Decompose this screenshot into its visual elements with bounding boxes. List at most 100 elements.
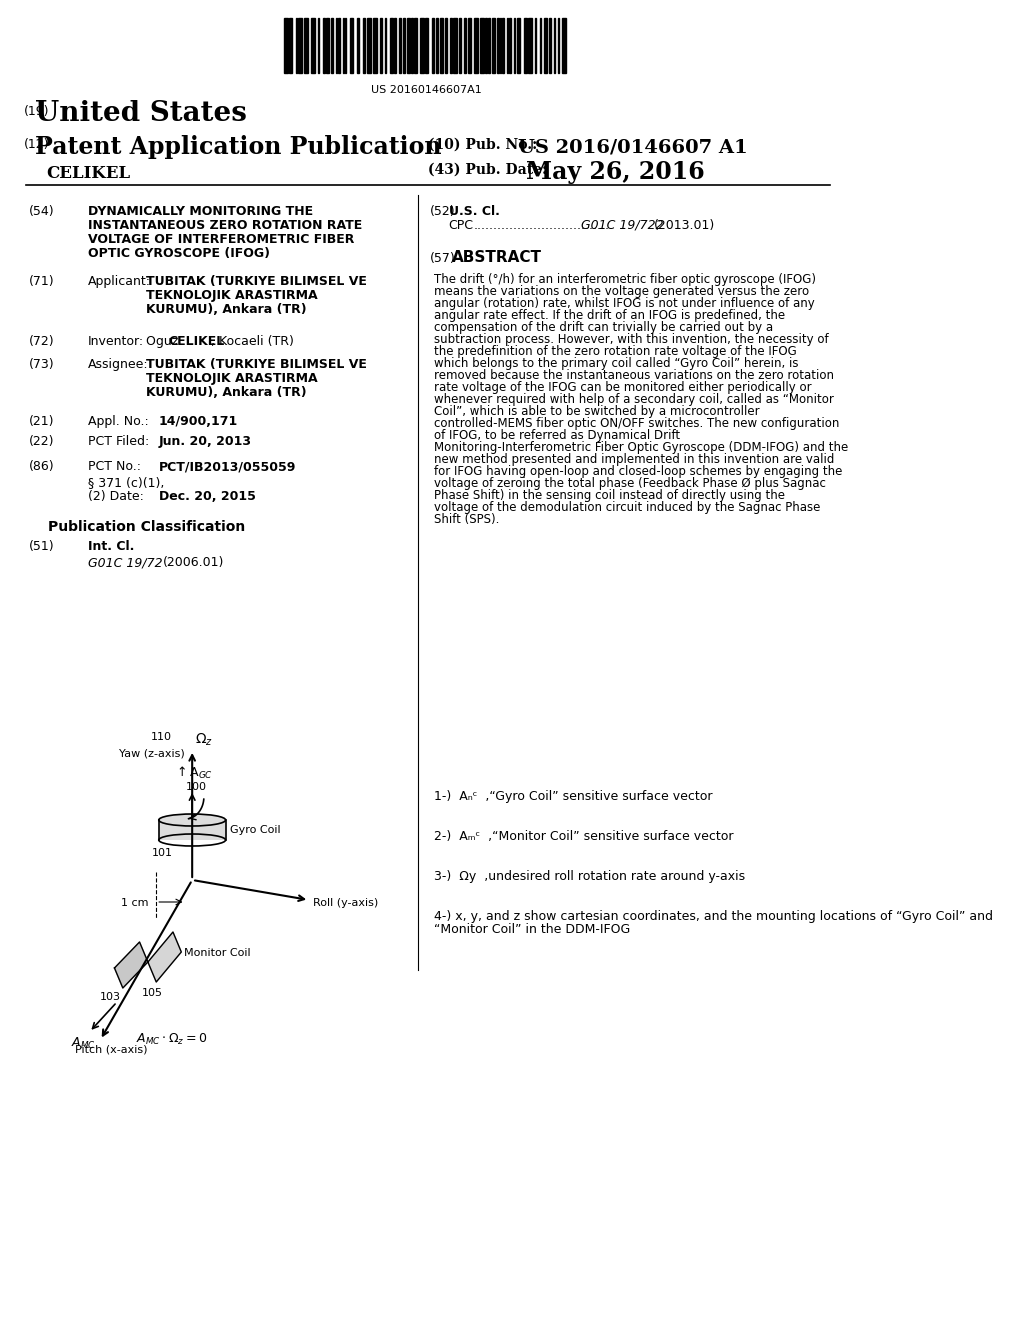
Text: CELIKEL: CELIKEL [168, 335, 224, 348]
Bar [425, 18, 428, 73]
Bar [374, 18, 377, 73]
Bar [468, 18, 471, 73]
Bar [464, 18, 466, 73]
Bar [318, 18, 319, 73]
Bar [454, 18, 457, 73]
Text: 101: 101 [153, 847, 173, 858]
Bar [554, 18, 555, 73]
Text: “Monitor Coil” in the DDM-IFOG: “Monitor Coil” in the DDM-IFOG [434, 923, 631, 936]
Text: (10) Pub. No.:: (10) Pub. No.: [428, 139, 537, 152]
Text: US 20160146607A1: US 20160146607A1 [371, 84, 481, 95]
Text: voltage of the demodulation circuit induced by the Sagnac Phase: voltage of the demodulation circuit indu… [434, 502, 821, 513]
Polygon shape [147, 932, 181, 982]
Text: removed because the instantaneous variations on the zero rotation: removed because the instantaneous variat… [434, 370, 835, 381]
Bar [474, 18, 478, 73]
Text: 2-)  Aₘᶜ  ,“Monitor Coil” sensitive surface vector: 2-) Aₘᶜ ,“Monitor Coil” sensitive surfac… [434, 830, 734, 843]
Text: (72): (72) [30, 335, 55, 348]
Text: (12): (12) [24, 139, 49, 150]
Bar [385, 18, 386, 73]
Text: (52): (52) [430, 205, 456, 218]
Text: $A_{MC}$: $A_{MC}$ [71, 1036, 96, 1051]
Text: United States: United States [35, 100, 247, 127]
Text: Monitor Coil: Monitor Coil [184, 948, 251, 958]
Text: Jun. 20, 2013: Jun. 20, 2013 [159, 436, 252, 447]
Text: (2006.01): (2006.01) [163, 556, 224, 569]
Bar [500, 18, 502, 73]
Text: whenever required with help of a secondary coil, called as “Monitor: whenever required with help of a seconda… [434, 393, 835, 407]
Bar [289, 18, 292, 73]
Text: PCT Filed:: PCT Filed: [88, 436, 148, 447]
Bar [402, 18, 406, 73]
Bar [420, 18, 424, 73]
Text: TEKNOLOJIK ARASTIRMA: TEKNOLOJIK ARASTIRMA [146, 289, 317, 302]
Bar [343, 18, 344, 73]
Text: 103: 103 [100, 993, 121, 1002]
Text: G01C 19/722: G01C 19/722 [581, 219, 664, 232]
Text: means the variations on the voltage generated versus the zero: means the variations on the voltage gene… [434, 285, 810, 298]
Text: rate voltage of the IFOG can be monitored either periodically or: rate voltage of the IFOG can be monitore… [434, 381, 812, 393]
Text: the predefinition of the zero rotation rate voltage of the IFOG: the predefinition of the zero rotation r… [434, 345, 798, 358]
Bar [540, 18, 541, 73]
Bar [503, 18, 504, 73]
Text: KURUMU), Ankara (TR): KURUMU), Ankara (TR) [146, 385, 307, 399]
Text: § 371 (c)(1),: § 371 (c)(1), [88, 477, 164, 488]
Bar [394, 18, 395, 73]
Bar [350, 18, 353, 73]
Text: Monitoring-Interferometric Fiber Optic Gyroscope (DDM-IFOG) and the: Monitoring-Interferometric Fiber Optic G… [434, 441, 849, 454]
Text: (73): (73) [30, 358, 55, 371]
Text: (22): (22) [30, 436, 54, 447]
Bar [323, 18, 326, 73]
Bar [284, 18, 288, 73]
Bar [399, 18, 401, 73]
Text: Gyro Coil: Gyro Coil [229, 825, 281, 836]
Bar [450, 18, 452, 73]
Bar [523, 18, 527, 73]
Text: (86): (86) [30, 459, 55, 473]
Text: compensation of the drift can trivially be carried out by a: compensation of the drift can trivially … [434, 321, 773, 334]
Bar [544, 18, 547, 73]
Text: $\uparrow$A$_{GC}$: $\uparrow$A$_{GC}$ [174, 766, 213, 781]
Text: angular rate effect. If the drift of an IFOG is predefined, the: angular rate effect. If the drift of an … [434, 309, 785, 322]
Text: voltage of zeroing the total phase (Feedback Phase Ø plus Sagnac: voltage of zeroing the total phase (Feed… [434, 477, 826, 490]
Text: (2) Date:: (2) Date: [88, 490, 143, 503]
Bar [516, 18, 520, 73]
Text: Oguz: Oguz [146, 335, 182, 348]
Text: angular (rotation) rate, whilst IFOG is not under influence of any: angular (rotation) rate, whilst IFOG is … [434, 297, 815, 310]
Bar [338, 18, 340, 73]
Text: INSTANTANEOUS ZERO ROTATION RATE: INSTANTANEOUS ZERO ROTATION RATE [88, 219, 361, 232]
Text: 100: 100 [185, 781, 207, 792]
Bar [492, 18, 496, 73]
Bar [415, 18, 417, 73]
Text: Pitch (x-axis): Pitch (x-axis) [75, 1045, 147, 1055]
Text: (43) Pub. Date:: (43) Pub. Date: [428, 162, 547, 177]
Bar [480, 18, 483, 73]
Bar [311, 18, 314, 73]
Text: 4-) x, y, and z show cartesian coordinates, and the mounting locations of “Gyro : 4-) x, y, and z show cartesian coordinat… [434, 909, 993, 923]
Text: ABSTRACT: ABSTRACT [453, 249, 542, 265]
Bar [345, 18, 346, 73]
Text: PCT No.:: PCT No.: [88, 459, 140, 473]
Text: May 26, 2016: May 26, 2016 [526, 160, 706, 183]
Text: controlled-MEMS fiber optic ON/OFF switches. The new configuration: controlled-MEMS fiber optic ON/OFF switc… [434, 417, 840, 430]
Text: The drift (°/h) for an interferometric fiber optic gyroscope (IFOG): The drift (°/h) for an interferometric f… [434, 273, 816, 286]
Bar [368, 18, 371, 73]
Text: OPTIC GYROSCOPE (IFOG): OPTIC GYROSCOPE (IFOG) [88, 247, 269, 260]
Bar [435, 18, 438, 73]
Bar [440, 18, 442, 73]
Bar [514, 18, 515, 73]
Polygon shape [115, 942, 147, 987]
Text: G01C 19/72: G01C 19/72 [88, 556, 163, 569]
Text: CELIKEL: CELIKEL [46, 165, 130, 182]
Bar [296, 18, 297, 73]
Text: (2013.01): (2013.01) [654, 219, 716, 232]
Bar [298, 18, 302, 73]
Bar [484, 18, 487, 73]
Bar [357, 18, 359, 73]
Text: (54): (54) [30, 205, 55, 218]
Text: for IFOG having open-loop and closed-loop schemes by engaging the: for IFOG having open-loop and closed-loo… [434, 465, 843, 478]
Polygon shape [159, 820, 225, 840]
Ellipse shape [159, 814, 225, 826]
Text: , Kocaeli (TR): , Kocaeli (TR) [211, 335, 294, 348]
Bar [380, 18, 382, 73]
Bar [510, 18, 511, 73]
